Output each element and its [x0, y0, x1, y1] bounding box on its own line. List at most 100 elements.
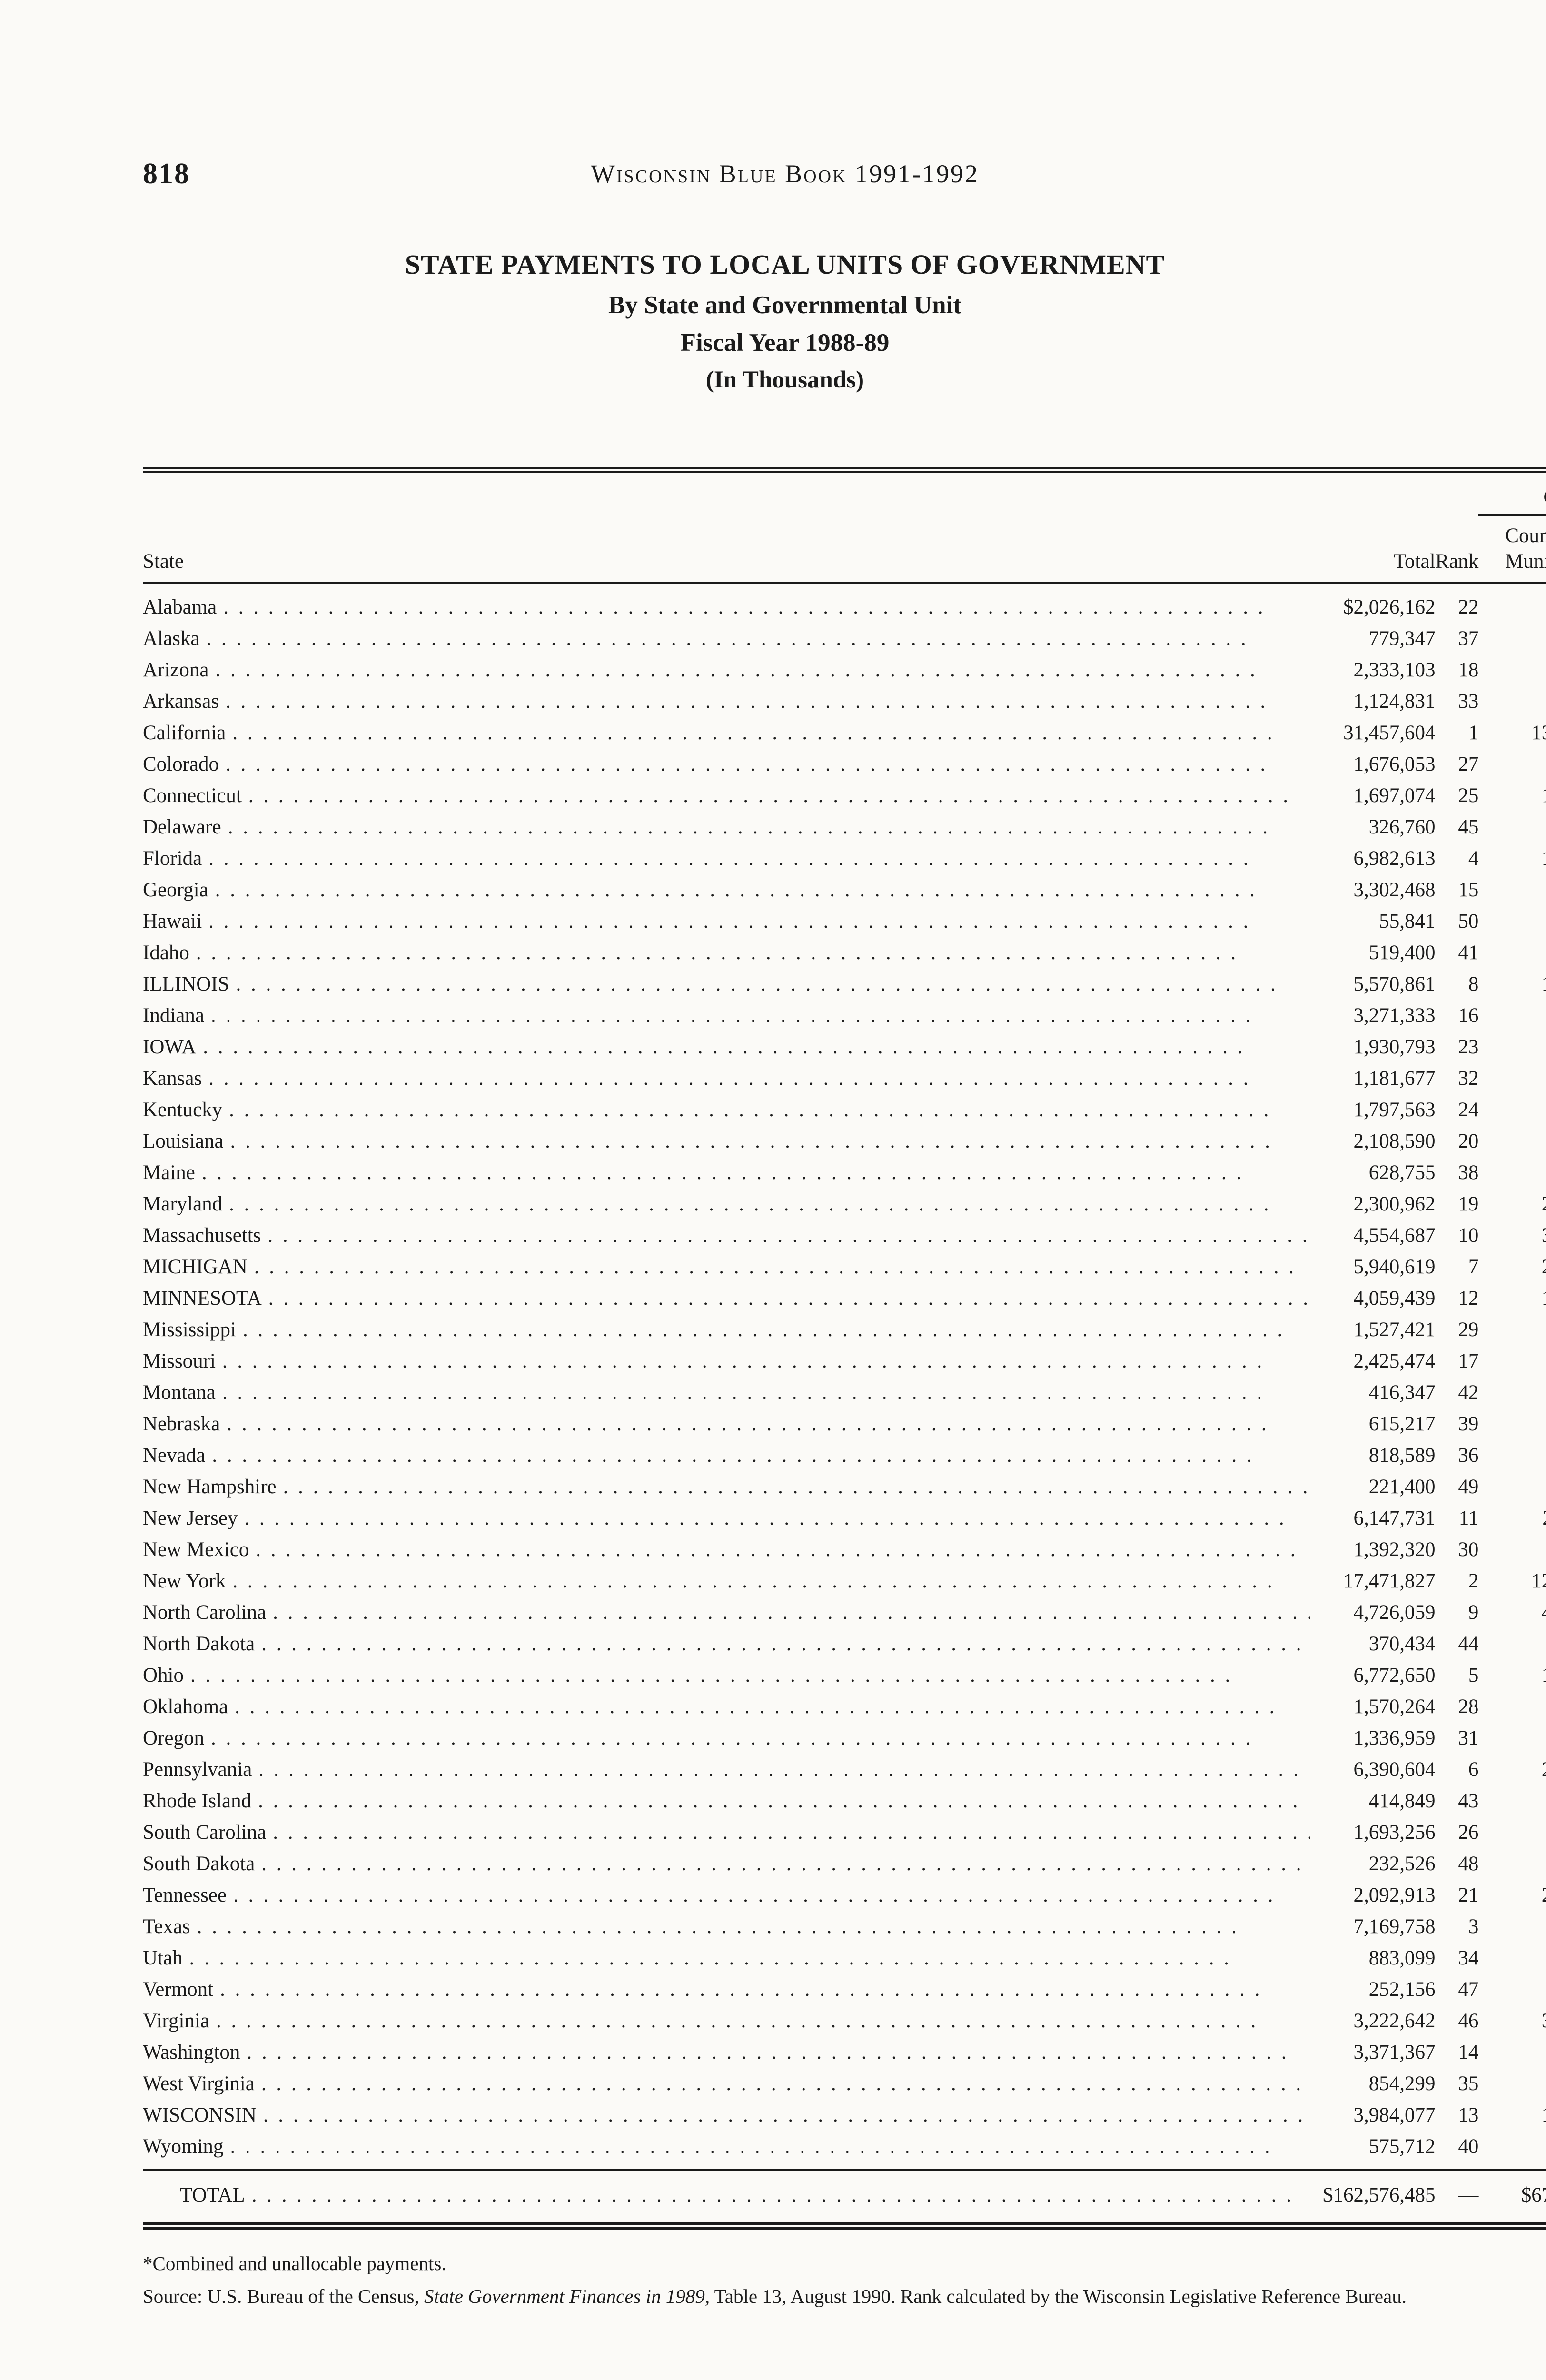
counties-cell: 3,200,413: [1478, 1220, 1546, 1251]
dot-leader: [226, 686, 1310, 717]
state-name: IOWA: [143, 1035, 197, 1058]
counties-cell: 399,919: [1478, 1314, 1546, 1346]
rank-cell: 31: [1458, 1726, 1479, 1749]
state-cell: Tennessee: [143, 1880, 1323, 1911]
dot-leader: [273, 1817, 1310, 1848]
dot-leader: [256, 1534, 1310, 1566]
table-foot: TOTAL$162,576,485—$67,979,929$86,102,535…: [143, 2169, 1546, 2230]
total-cell: 6,982,613: [1353, 847, 1436, 870]
state-cell: ILLINOIS: [143, 969, 1323, 1000]
total-cell: 1,930,793: [1353, 1035, 1436, 1058]
rank-cell: 14: [1458, 2041, 1479, 2063]
table-row: New York17,471,827212,653,8214,793,35013…: [143, 1566, 1546, 1597]
table-row: Idaho519,4004183,851385,7621,40648,381: [143, 937, 1546, 969]
dot-leader: [258, 1754, 1310, 1785]
state-cell: North Carolina: [143, 1597, 1323, 1628]
dot-leader: [243, 1314, 1310, 1346]
dot-leader: [268, 1220, 1310, 1251]
table-row: Washington3,371,36714571,4852,649,704106…: [143, 2037, 1546, 2068]
rank-cell: 28: [1458, 1695, 1479, 1718]
table-row: ILLINOIS5,570,86181,358,0863,693,852299,…: [143, 969, 1546, 1000]
rank-cell: 33: [1458, 690, 1479, 713]
state-name: Pennsylvania: [143, 1758, 252, 1781]
table-row: Delaware326,7604545,495281,265——: [143, 812, 1546, 843]
state-cell: Rhode Island: [143, 1785, 1323, 1817]
table-row: MICHIGAN5,940,61972,798,0823,044,7922,58…: [143, 1251, 1546, 1283]
table-row: New Mexico1,392,32030423,589963,598—5,13…: [143, 1534, 1546, 1566]
counties-cell: 50,235: [1478, 1974, 1546, 2005]
state-cell: WISCONSIN: [143, 2100, 1323, 2131]
state-name: Utah: [143, 1946, 183, 1969]
state-name: Delaware: [143, 815, 221, 838]
state-cell: MICHIGAN: [143, 1251, 1323, 1283]
state-cell: MINNESOTA: [143, 1283, 1323, 1314]
table-row: West Virginia854,2993519,558817,359—17,3…: [143, 2068, 1546, 2100]
counties-cell: 199,102: [1478, 1063, 1546, 1094]
total-cell: 31,457,604: [1343, 721, 1436, 744]
dot-leader: [233, 1880, 1310, 1911]
page-number: 818: [143, 158, 190, 190]
rank-cell: 49: [1458, 1475, 1479, 1498]
counties-cell: 571,485: [1478, 2037, 1546, 2068]
counties-cell: 296,442: [1478, 1094, 1546, 1126]
table-row: Oregon1,336,95931510,015800,81614,01912,…: [143, 1723, 1546, 1754]
rank-cell: 45: [1458, 815, 1479, 838]
table-row: Missouri2,425,47417211,5812,060,7995,912…: [143, 1346, 1546, 1377]
total-cell: 6,772,650: [1353, 1664, 1436, 1686]
counties-cell: 536,384: [1478, 749, 1546, 780]
total-cell: 5,570,861: [1353, 972, 1436, 995]
total-cell: 1,392,320: [1353, 1538, 1436, 1561]
dot-leader: [268, 1283, 1310, 1314]
dot-leader: [216, 2005, 1310, 2037]
table-row: Kentucky1,797,56324296,4421,475,382—25,7…: [143, 1094, 1546, 1126]
state-name: New York: [143, 1569, 226, 1592]
table-row: New Hampshire221,4004996,77920,151608103…: [143, 1471, 1546, 1503]
total-cell: 414,849: [1368, 1789, 1436, 1812]
state-cell: Oklahoma: [143, 1691, 1323, 1723]
total-cell: 3,984,077: [1353, 2103, 1436, 2126]
total-cell: 416,347: [1368, 1381, 1436, 1404]
table-row: IOWA1,930,79323470,2601,368,597—91,936: [143, 1031, 1546, 1063]
state-name: Rhode Island: [143, 1789, 252, 1812]
table-row: Oklahoma1,570,26428214,9601,224,4193,653…: [143, 1691, 1546, 1723]
counties-cell: 1,798,905: [1478, 1660, 1546, 1691]
counties-cell: 470,260: [1478, 1031, 1546, 1063]
table-row: Nebraska615,21739162,853314,88813,641123…: [143, 1408, 1546, 1440]
state-cell: Oregon: [143, 1723, 1323, 1754]
counties-cell: 1,701,079: [1478, 1283, 1546, 1314]
counties-cell: 296,591: [1478, 1911, 1546, 1943]
state-name: Louisiana: [143, 1130, 224, 1152]
counties-cell: 2,091,968: [1478, 1754, 1546, 1785]
total-cell: 55,841: [1379, 910, 1436, 932]
state-name: South Dakota: [143, 1852, 255, 1875]
rank-cell: 4: [1468, 847, 1479, 870]
table-row: Rhode Island414,84943379,68728,431—6,731: [143, 1785, 1546, 1817]
state-cell: Indiana: [143, 1000, 1323, 1031]
state-name: Missouri: [143, 1349, 216, 1372]
dot-leader: [227, 1408, 1310, 1440]
table-title-line1: STATE PAYMENTS TO LOCAL UNITS OF GOVERNM…: [405, 249, 1165, 280]
state-name: Maine: [143, 1161, 195, 1184]
table-row: Arkansas1,124,83133224,803846,5728,04245…: [143, 686, 1546, 717]
state-name: Kentucky: [143, 1098, 223, 1121]
table-row: Hawaii55,8415046,278——9,563: [143, 906, 1546, 937]
table-row: California31,457,604113,178,33717,936,35…: [143, 717, 1546, 749]
state-cell: Colorado: [143, 749, 1323, 780]
dot-leader: [254, 1251, 1310, 1283]
dot-leader: [230, 1126, 1310, 1157]
state-name: Mississippi: [143, 1318, 236, 1341]
state-cell: Washington: [143, 2037, 1323, 2068]
state-cell: California: [143, 717, 1323, 749]
dot-leader: [261, 2068, 1310, 2100]
state-cell: Mississippi: [143, 1314, 1323, 1346]
table-row: Pennsylvania6,390,60462,091,9683,880,046…: [143, 1754, 1546, 1785]
footnote-source-suffix: , Table 13, August 1990. Rank calculated…: [704, 2285, 1407, 2308]
dot-leader: [203, 1031, 1310, 1063]
state-cell: South Carolina: [143, 1817, 1323, 1848]
total-cell: 3,271,333: [1353, 1004, 1436, 1027]
table-row: Maine628,755389,867——618,888: [143, 1157, 1546, 1189]
dot-leader: [223, 592, 1310, 623]
state-cell: Georgia: [143, 874, 1323, 906]
table-row: Wyoming575,71240230,378333,836—11,498: [143, 2131, 1546, 2170]
state-name: North Carolina: [143, 1601, 267, 1624]
